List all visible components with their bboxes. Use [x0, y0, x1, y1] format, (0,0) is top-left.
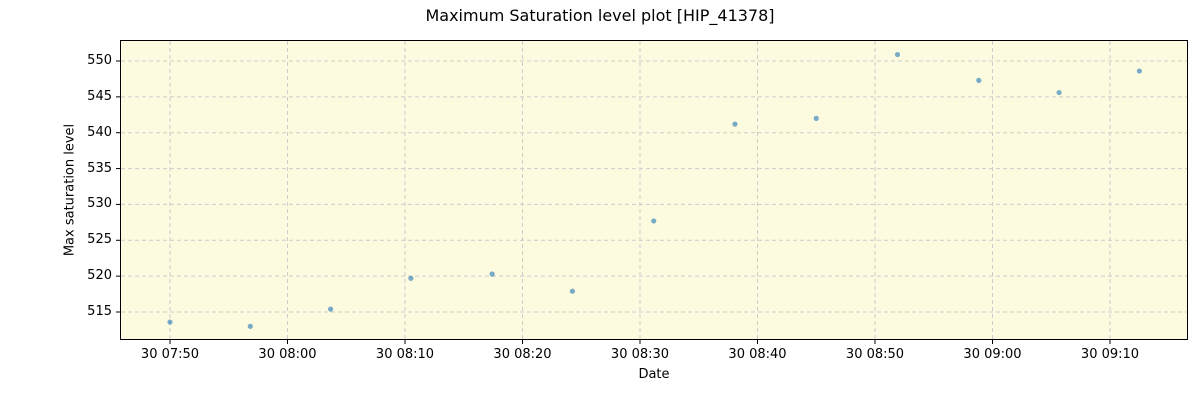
- y-tick-label: 540: [87, 124, 112, 140]
- x-tick-label: 30 09:10: [1080, 347, 1140, 362]
- data-point: [976, 77, 982, 83]
- y-tick-label: 550: [87, 53, 112, 68]
- tick-marks: [116, 60, 1111, 344]
- y-axis-label: Max saturation level: [62, 123, 78, 257]
- x-tick-label: 30 08:40: [728, 347, 787, 362]
- plot-area: [120, 40, 1188, 340]
- x-tick-label: 30 08:30: [610, 347, 670, 362]
- data-points: [167, 51, 1142, 329]
- x-tick-label: 30 08:00: [258, 347, 317, 362]
- y-tick-label: 525: [87, 232, 112, 248]
- y-tick-label: 520: [87, 268, 112, 284]
- data-point: [167, 319, 173, 325]
- data-point: [813, 115, 819, 121]
- x-tick-label: 30 07:50: [140, 347, 200, 362]
- data-point: [1136, 68, 1142, 74]
- data-point: [408, 275, 414, 281]
- data-point: [569, 288, 576, 294]
- y-tick-label: 515: [87, 304, 112, 319]
- x-tick-label: 30 09:00: [963, 347, 1022, 362]
- y-tick-label: 545: [87, 88, 112, 104]
- y-tick-label: 530: [87, 196, 112, 212]
- y-tick-label: 535: [87, 160, 112, 176]
- x-tick-label: 30 08:10: [375, 347, 435, 362]
- data-point: [732, 121, 738, 127]
- x-tick-label: 30 08:50: [845, 347, 905, 362]
- x-tick-label: 30 08:20: [493, 347, 552, 362]
- x-axis-label: Date: [638, 367, 670, 382]
- gridlines: [121, 41, 1187, 339]
- data-point: [489, 271, 495, 277]
- data-point: [1056, 89, 1062, 96]
- data-point: [651, 218, 657, 224]
- data-point: [327, 306, 334, 312]
- data-point: [247, 323, 253, 329]
- chart-title: Maximum Saturation level plot [HIP_41378…: [425, 6, 775, 25]
- data-point: [894, 51, 901, 58]
